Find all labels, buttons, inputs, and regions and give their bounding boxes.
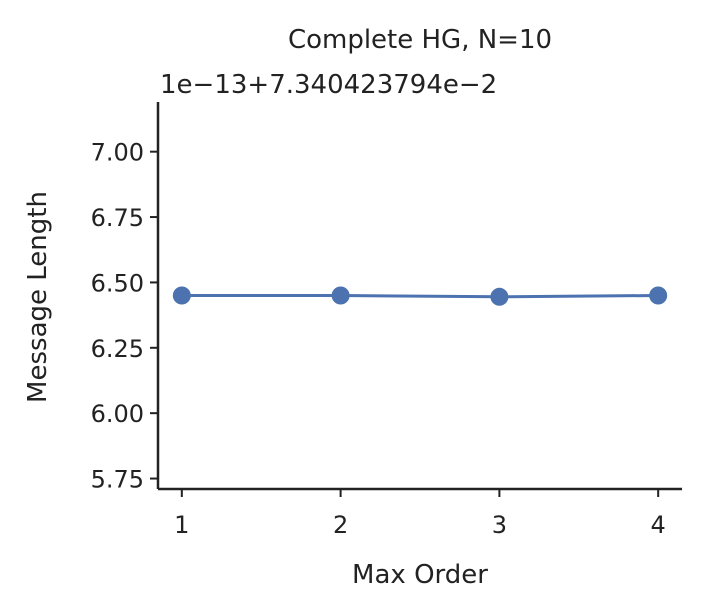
axis-offset-label: 1e−13+7.340423794e−2 [160, 70, 497, 100]
x-axis-label: Max Order [352, 560, 488, 590]
data-point [331, 286, 350, 305]
y-tick-label: 6.00 [91, 400, 144, 428]
y-tick-label: 7.00 [91, 139, 144, 167]
series-layer [172, 286, 668, 306]
x-tick-label: 4 [651, 511, 666, 539]
y-tick-label: 6.25 [91, 335, 144, 363]
y-tick-label: 6.75 [91, 204, 144, 232]
y-tick-label: 6.50 [91, 269, 144, 297]
data-point [172, 286, 191, 305]
y-axis-label: Message Length [23, 191, 53, 403]
x-tick-label: 1 [174, 511, 189, 539]
data-point [649, 286, 668, 305]
chart-title: Complete HG, N=10 [288, 25, 552, 55]
y-tick-label: 5.75 [91, 466, 144, 494]
data-point [490, 287, 509, 306]
x-ticks: 1 2 3 4 [174, 489, 666, 539]
axes [156, 102, 682, 491]
x-tick-label: 3 [492, 511, 507, 539]
y-ticks: 5.75 6.00 6.25 6.50 6.75 7.00 [91, 139, 158, 494]
series-line [181, 294, 659, 299]
x-tick-label: 2 [333, 511, 348, 539]
